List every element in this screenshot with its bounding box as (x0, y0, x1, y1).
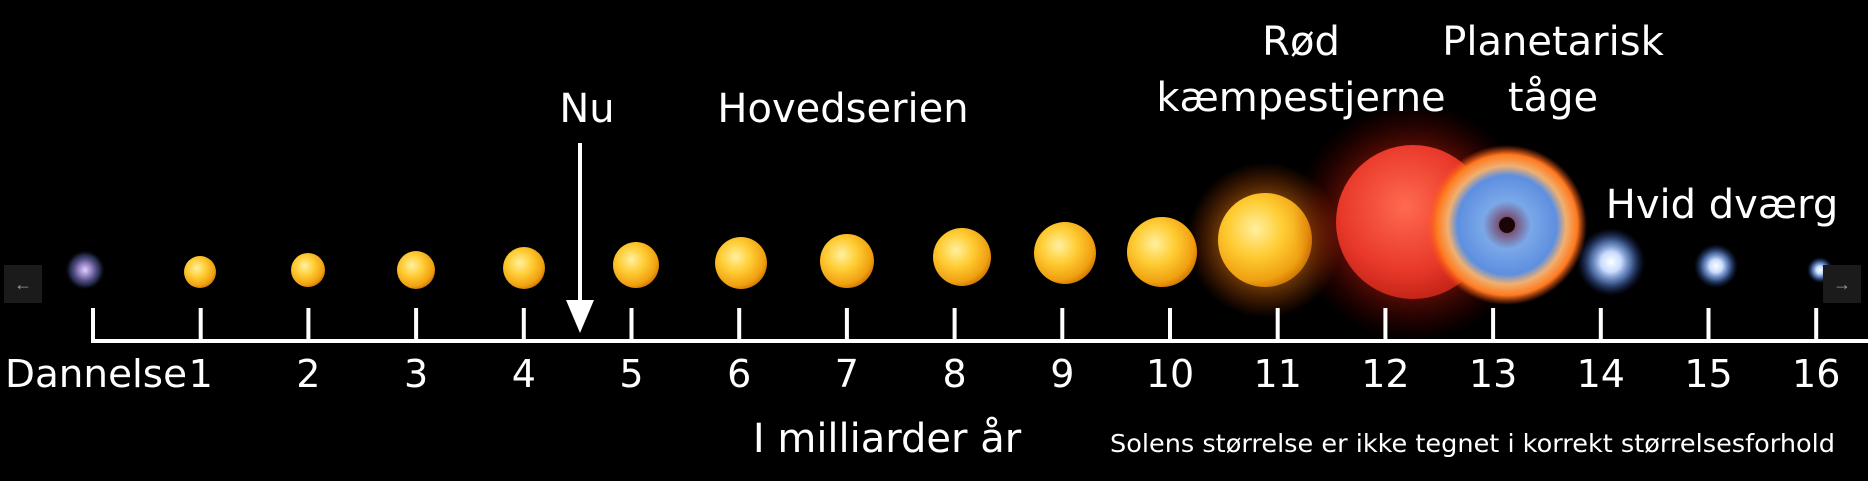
axis-ticks (91, 308, 1819, 343)
axis-tick-label: 16 (1792, 352, 1840, 396)
axis-tick-label: 7 (835, 352, 859, 396)
axis-tick-label: 9 (1050, 352, 1074, 396)
timeline-axis (91, 308, 1868, 343)
sun-2-icon (291, 253, 325, 287)
sun-6-icon (715, 237, 767, 289)
axis-tick-label: 4 (512, 352, 536, 396)
previous-arrow-button[interactable]: ← (4, 265, 42, 303)
sun-3-icon (397, 251, 435, 289)
axis-tick-label: 1 (189, 352, 213, 396)
label-nebula-line2: tåge (1508, 75, 1598, 121)
axis-tick-label: 14 (1577, 352, 1625, 396)
white-dwarf-15-icon (1694, 244, 1738, 288)
axis-tick-label: 5 (619, 352, 643, 396)
axis-tick-label: 2 (296, 352, 320, 396)
stage-labels: Nu Hovedserien Rød kæmpestjerne Planetar… (559, 19, 1838, 228)
label-red-giant-line1: Rød (1262, 19, 1340, 65)
axis-tick-label: 3 (404, 352, 428, 396)
axis-tick-label: 15 (1684, 352, 1732, 396)
sun-9-icon (1034, 222, 1096, 284)
sun-7-icon (820, 234, 874, 288)
sun-stages (65, 102, 1833, 342)
axis-tick-label: 11 (1254, 352, 1302, 396)
axis-tick-label: 8 (943, 352, 967, 396)
axis-tick-labels: Dannelse 1 2 3 4 5 6 7 8 9 10 11 12 13 14 15 16 (5, 352, 1840, 396)
axis-tick-label: 13 (1469, 352, 1517, 396)
sun-10-icon (1127, 217, 1197, 287)
axis-tick-label: 10 (1146, 352, 1194, 396)
white-dwarf-14-icon (1577, 228, 1645, 296)
next-arrow-button[interactable]: → (1823, 265, 1861, 303)
label-nu: Nu (559, 86, 614, 132)
axis-title: I milliarder år (753, 416, 1022, 462)
scale-note: Solens størrelse er ikke tegnet i korrek… (1110, 429, 1835, 458)
now-arrow-icon (566, 143, 594, 333)
axis-tick-label: 6 (727, 352, 751, 396)
sun-1-icon (184, 256, 216, 288)
label-red-giant-line2: kæmpestjerne (1156, 75, 1445, 121)
label-main-sequence: Hovedserien (717, 86, 968, 132)
nascent-sun-icon (65, 250, 105, 290)
sun-11-icon (1218, 193, 1312, 287)
sun-5-icon (613, 242, 659, 288)
nebula-core-icon (1499, 217, 1515, 233)
sun-4-icon (503, 247, 545, 289)
axis-tick-label: 12 (1361, 352, 1409, 396)
label-white-dwarf: Hvid dværg (1606, 182, 1838, 228)
label-nebula-line1: Planetarisk (1442, 19, 1664, 65)
sun-8-icon (933, 228, 991, 286)
axis-tick-label: Dannelse (5, 352, 187, 396)
